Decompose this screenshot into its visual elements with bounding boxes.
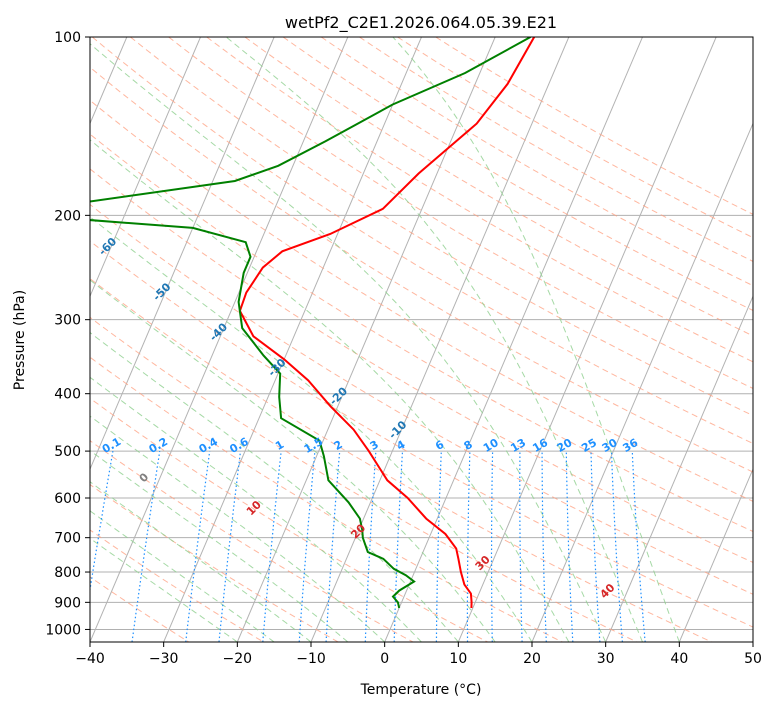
y-tick-label: 800 [54,565,81,581]
y-tick-label: 200 [54,208,81,224]
x-tick-label: −30 [149,651,179,667]
x-tick-label: 50 [744,651,762,667]
x-tick-label: −40 [75,651,105,667]
x-tick-label: −20 [223,651,253,667]
x-tick-label: 10 [449,651,467,667]
chart-title: wetPf2_C2E1.2026.064.05.39.E21 [285,13,557,33]
y-tick-label: 300 [54,313,81,329]
x-axis-title: Temperature (°C) [360,682,482,698]
x-tick-label: 20 [523,651,541,667]
x-tick-label: 40 [670,651,688,667]
y-tick-label: 500 [54,444,81,460]
y-tick-label: 600 [54,491,81,507]
y-tick-label: 700 [54,531,81,547]
y-tick-label: 400 [54,387,81,403]
y-axis-title: Pressure (hPa) [12,290,28,390]
y-tick-label: 1000 [45,622,81,638]
x-tick-label: −10 [296,651,326,667]
y-tick-label: 900 [54,595,81,611]
x-tick-label: 30 [597,651,615,667]
y-tick-label: 100 [54,30,81,46]
x-tick-label: 0 [380,651,389,667]
